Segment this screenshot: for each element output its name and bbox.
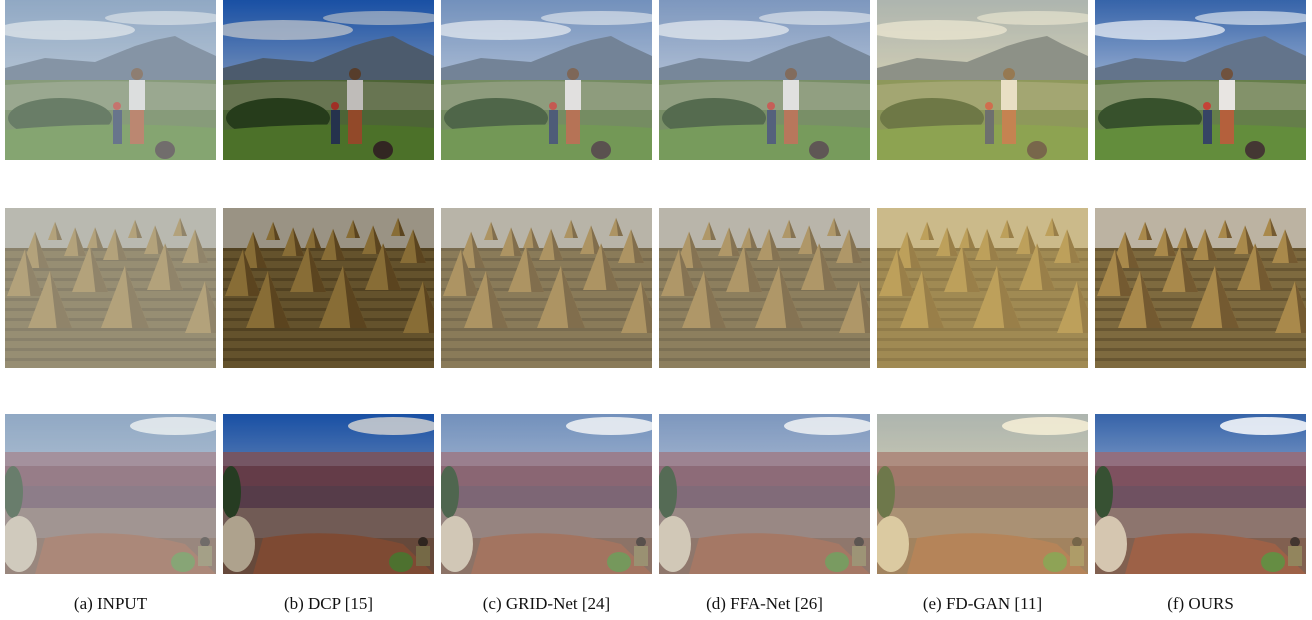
image-haystack-field-ffa-net (659, 208, 870, 368)
caption-input: (a) INPUT (73, 594, 148, 613)
image-canyon-fd-gan (877, 414, 1088, 574)
caption-ffa-net: (d) FFA-Net [26] (706, 594, 823, 613)
image-mountain-valley-ffa-net (659, 0, 870, 160)
image-haystack-field-grid-net (441, 208, 652, 368)
caption-fd-gan: (e) FD-GAN [11] (922, 594, 1043, 613)
image-canyon-ffa-net (659, 414, 870, 574)
image-haystack-field-dcp (223, 208, 434, 368)
image-canyon-grid-net (441, 414, 652, 574)
image-haystack-field-ours (1095, 208, 1306, 368)
image-mountain-valley-grid-net (441, 0, 652, 160)
image-canyon-dcp (223, 414, 434, 574)
caption-dcp: (b) DCP [15] (283, 594, 374, 613)
image-canyon-input (5, 414, 216, 574)
image-canyon-ours (1095, 414, 1306, 574)
image-mountain-valley-input (5, 0, 216, 160)
image-haystack-field-fd-gan (877, 208, 1088, 368)
image-mountain-valley-ours (1095, 0, 1306, 160)
image-haystack-field-input (5, 208, 216, 368)
caption-grid-net: (c) GRID-Net [24] (482, 594, 611, 613)
caption-ours: (f) OURS (1167, 594, 1234, 613)
image-mountain-valley-fd-gan (877, 0, 1088, 160)
image-mountain-valley-dcp (223, 0, 434, 160)
